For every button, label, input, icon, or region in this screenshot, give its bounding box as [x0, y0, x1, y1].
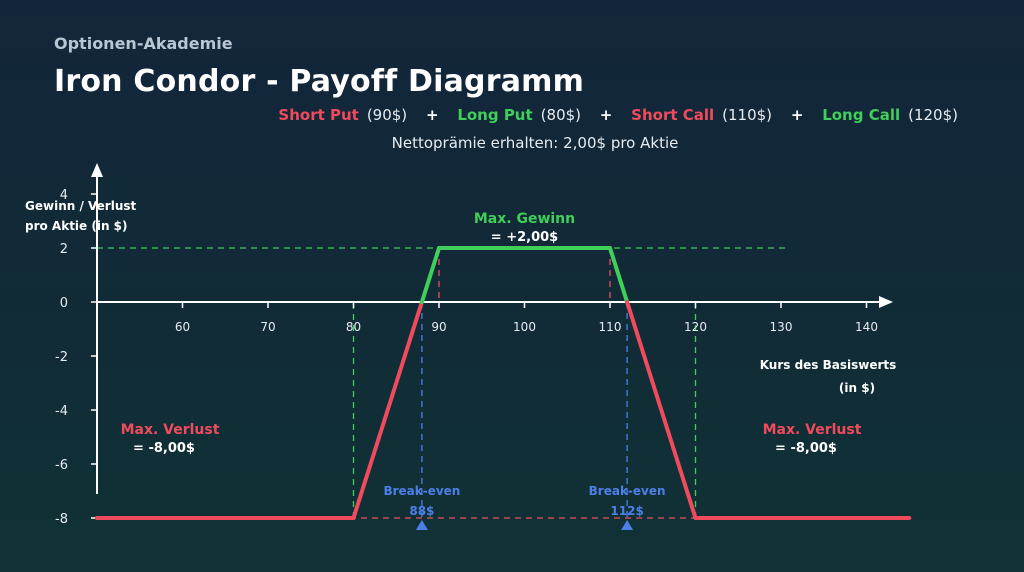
x-tick-label: 70: [260, 320, 275, 334]
x-axis-arrow: [879, 296, 893, 308]
y-tick-label: -2: [55, 350, 68, 365]
payoff-segment: [351, 300, 424, 520]
max-loss-value: = -8,00$: [133, 441, 195, 456]
x-tick-label: 80: [346, 320, 361, 334]
leg-name: Long Call: [822, 106, 901, 124]
max-loss-label: Max. Verlust: [763, 422, 862, 438]
leg-short-put: Short Put (90$): [278, 106, 407, 124]
leg-strike: (120$): [908, 106, 958, 124]
max-gain-label: Max. Gewinn: [474, 211, 575, 227]
premium-note: Nettoprämie erhalten: 2,00$ pro Aktie: [391, 134, 679, 152]
x-tick-label: 130: [770, 320, 793, 334]
breakeven-label: Break-even: [383, 484, 460, 498]
leg-strike: (80$): [540, 106, 582, 124]
leg-name: Long Put: [457, 106, 533, 124]
leg-name: Short Put: [278, 106, 359, 124]
x-tick-label: 120: [684, 320, 707, 334]
breakeven-label: Break-even: [589, 484, 666, 498]
payoff-segment: [608, 246, 630, 304]
max-loss-label: Max. Verlust: [121, 422, 220, 438]
option-legs: Short Put (90$) + Long Put (80$) + Short C…: [278, 106, 958, 124]
x-tick-label: 60: [175, 320, 190, 334]
leg-long-call: Long Call (120$): [822, 106, 958, 124]
page-title: Iron Condor - Payoff Diagramm: [54, 64, 585, 99]
y-axis-label: pro Aktie (in $): [25, 219, 128, 233]
x-tick-label: 90: [431, 320, 446, 334]
payoff-segment: [419, 246, 441, 304]
y-tick-label: -4: [55, 404, 68, 419]
leg-strike: (110$): [722, 106, 773, 124]
max-loss-value: = -8,00$: [775, 441, 837, 456]
y-tick-label: 4: [60, 188, 68, 203]
x-tick-label: 140: [855, 320, 878, 334]
leg-name: Short Call: [631, 106, 715, 124]
max-gain-value: = +2,00$: [491, 230, 558, 245]
x-axis-label: (in $): [839, 381, 875, 395]
plus-sign: +: [599, 106, 613, 124]
brand-label: Optionen-Akademie: [54, 34, 233, 53]
y-axis-arrow: [91, 163, 103, 177]
breakeven-value: 112$: [610, 504, 643, 518]
x-axis-label: Kurs des Basiswerts: [760, 358, 897, 372]
y-tick-label: -6: [55, 458, 68, 473]
leg-short-call: Short Call (110$): [631, 106, 772, 124]
x-tick-label: 100: [513, 320, 536, 334]
leg-long-put: Long Put (80$): [457, 106, 581, 124]
breakeven-value: 88$: [409, 504, 434, 518]
breakeven-marker: [415, 520, 428, 530]
payoff-segment: [625, 300, 698, 520]
plus-sign: +: [425, 106, 439, 124]
y-axis-label: Gewinn / Verlust: [25, 199, 136, 213]
breakeven-marker: [621, 520, 634, 530]
y-tick-label: 2: [60, 242, 68, 257]
leg-strike: (90$): [366, 106, 408, 124]
plus-sign: +: [790, 106, 804, 124]
y-tick-label: -8: [55, 512, 68, 527]
y-tick-label: 0: [60, 296, 68, 311]
x-tick-label: 110: [599, 320, 622, 334]
